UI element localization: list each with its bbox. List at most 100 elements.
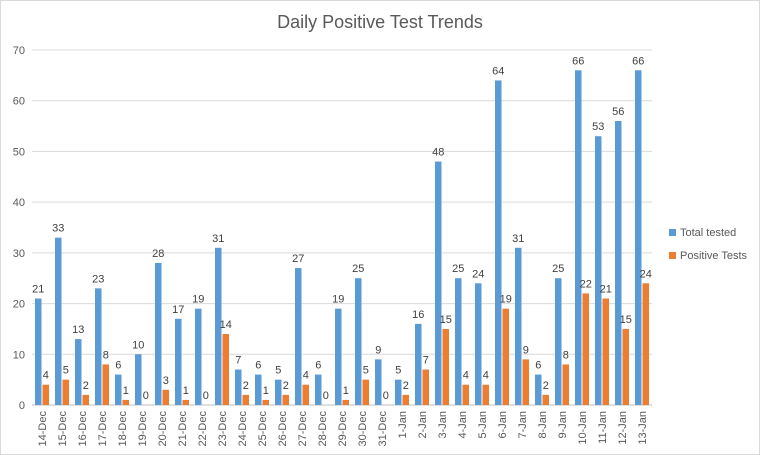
x-tick-label: 18-Dec — [117, 411, 129, 447]
x-tick-label: 3-Jan — [437, 411, 449, 439]
data-label-total-tested: 31 — [212, 233, 224, 245]
bar-total-tested — [235, 369, 242, 405]
bar-positive-tests — [282, 394, 289, 405]
data-label-positive-tests: 9 — [523, 344, 529, 356]
data-label-positive-tests: 5 — [63, 365, 69, 377]
x-tick-label: 4-Jan — [457, 411, 469, 439]
data-label-positive-tests: 4 — [463, 370, 469, 382]
y-tick-label: 40 — [13, 197, 25, 209]
bar-total-tested — [355, 278, 362, 405]
data-label-positive-tests: 1 — [183, 385, 189, 397]
data-label-positive-tests: 15 — [440, 314, 452, 326]
x-tick-label: 26-Dec — [277, 411, 289, 447]
y-tick-label: 0 — [19, 400, 25, 412]
data-label-positive-tests: 2 — [243, 380, 249, 392]
x-tick-label: 20-Dec — [157, 411, 169, 447]
data-label-positive-tests: 0 — [203, 390, 209, 402]
data-label-total-tested: 19 — [192, 294, 204, 306]
bar-total-tested — [175, 318, 182, 405]
data-label-positive-tests: 15 — [620, 314, 632, 326]
bar-positive-tests — [622, 328, 629, 405]
x-tick-label: 21-Dec — [177, 411, 189, 447]
bar-total-tested — [635, 70, 642, 406]
bar-total-tested — [275, 379, 282, 405]
x-tick-label: 5-Jan — [477, 411, 489, 439]
y-tick-label: 10 — [13, 349, 25, 361]
y-tick-label: 60 — [13, 96, 25, 108]
x-tick-label: 31-Dec — [377, 411, 389, 447]
bar-total-tested — [75, 339, 82, 405]
data-label-total-tested: 33 — [52, 223, 64, 235]
data-label-positive-tests: 7 — [423, 355, 429, 367]
bar-total-tested — [115, 374, 122, 405]
data-label-total-tested: 31 — [512, 233, 524, 245]
data-label-total-tested: 16 — [412, 309, 424, 321]
bar-total-tested — [535, 374, 542, 405]
x-tick-label: 9-Jan — [557, 411, 569, 439]
data-label-positive-tests: 2 — [283, 380, 289, 392]
x-tick-label: 30-Dec — [357, 411, 369, 447]
bar-total-tested — [95, 288, 102, 405]
data-label-positive-tests: 19 — [500, 294, 512, 306]
bar-positive-tests — [182, 399, 189, 405]
data-label-total-tested: 66 — [572, 55, 584, 67]
x-tick-label: 25-Dec — [257, 411, 269, 447]
bar-total-tested — [475, 283, 482, 405]
y-axis: 0 10 20 30 40 50 60 70 — [13, 45, 25, 412]
data-label-total-tested: 24 — [472, 268, 484, 280]
bar-total-tested — [195, 308, 202, 405]
x-tick-label: 13-Jan — [637, 411, 649, 445]
legend-entry: Positive Tests — [680, 250, 748, 262]
bar-positive-tests — [582, 293, 589, 405]
bar-positive-tests — [602, 298, 609, 405]
data-label-total-tested: 13 — [72, 324, 84, 336]
x-tick-label: 16-Dec — [77, 411, 89, 447]
data-label-total-tested: 19 — [332, 294, 344, 306]
x-tick-label: 27-Dec — [297, 411, 309, 447]
data-label-positive-tests: 24 — [640, 268, 652, 280]
data-label-total-tested: 27 — [292, 253, 304, 265]
bar-positive-tests — [542, 394, 549, 405]
x-tick-label: 22-Dec — [197, 411, 209, 447]
bar-positive-tests — [642, 283, 649, 405]
y-tick-label: 30 — [13, 248, 25, 260]
data-label-total-tested: 9 — [375, 344, 381, 356]
bar-total-tested — [215, 247, 222, 405]
data-label-total-tested: 6 — [255, 360, 261, 372]
x-tick-label: 15-Dec — [57, 411, 69, 447]
x-axis: 14-Dec 15-Dec 16-Dec 17-Dec 18-Dec 19-Dec 20-D… — [37, 411, 649, 447]
data-label-total-tested: 53 — [592, 121, 604, 133]
legend-entry: Total tested — [680, 227, 736, 239]
data-label-positive-tests: 22 — [580, 278, 592, 290]
data-label-total-tested: 10 — [132, 339, 144, 351]
legend-swatch — [669, 229, 676, 236]
chart-title: Daily Positive Test Trends — [277, 12, 483, 32]
bar-total-tested — [295, 268, 302, 405]
data-label-total-tested: 56 — [612, 106, 624, 118]
bar-positive-tests — [242, 394, 249, 405]
bar-positive-tests — [42, 384, 49, 405]
bar-total-tested — [35, 298, 42, 405]
bar-total-tested — [615, 121, 622, 405]
data-label-positive-tests: 4 — [303, 370, 309, 382]
data-label-positive-tests: 1 — [123, 385, 129, 397]
bar-total-tested — [135, 354, 142, 405]
data-label-positive-tests: 21 — [600, 284, 612, 296]
data-label-total-tested: 6 — [315, 360, 321, 372]
bar-positive-tests — [342, 399, 349, 405]
x-tick-label: 23-Dec — [217, 411, 229, 447]
y-tick-label: 70 — [13, 45, 25, 57]
data-label-total-tested: 25 — [552, 263, 564, 275]
bar-total-tested — [555, 278, 562, 405]
data-label-total-tested: 28 — [152, 248, 164, 260]
x-tick-label: 8-Jan — [537, 411, 549, 439]
x-tick-label: 2-Jan — [417, 411, 429, 439]
data-label-total-tested: 5 — [275, 365, 281, 377]
bars — [35, 70, 649, 406]
data-label-positive-tests: 4 — [483, 370, 489, 382]
bar-positive-tests — [402, 394, 409, 405]
bar-positive-tests — [482, 384, 489, 405]
bar-total-tested — [155, 263, 162, 405]
bar-positive-tests — [442, 328, 449, 405]
x-tick-label: 6-Jan — [497, 411, 509, 439]
